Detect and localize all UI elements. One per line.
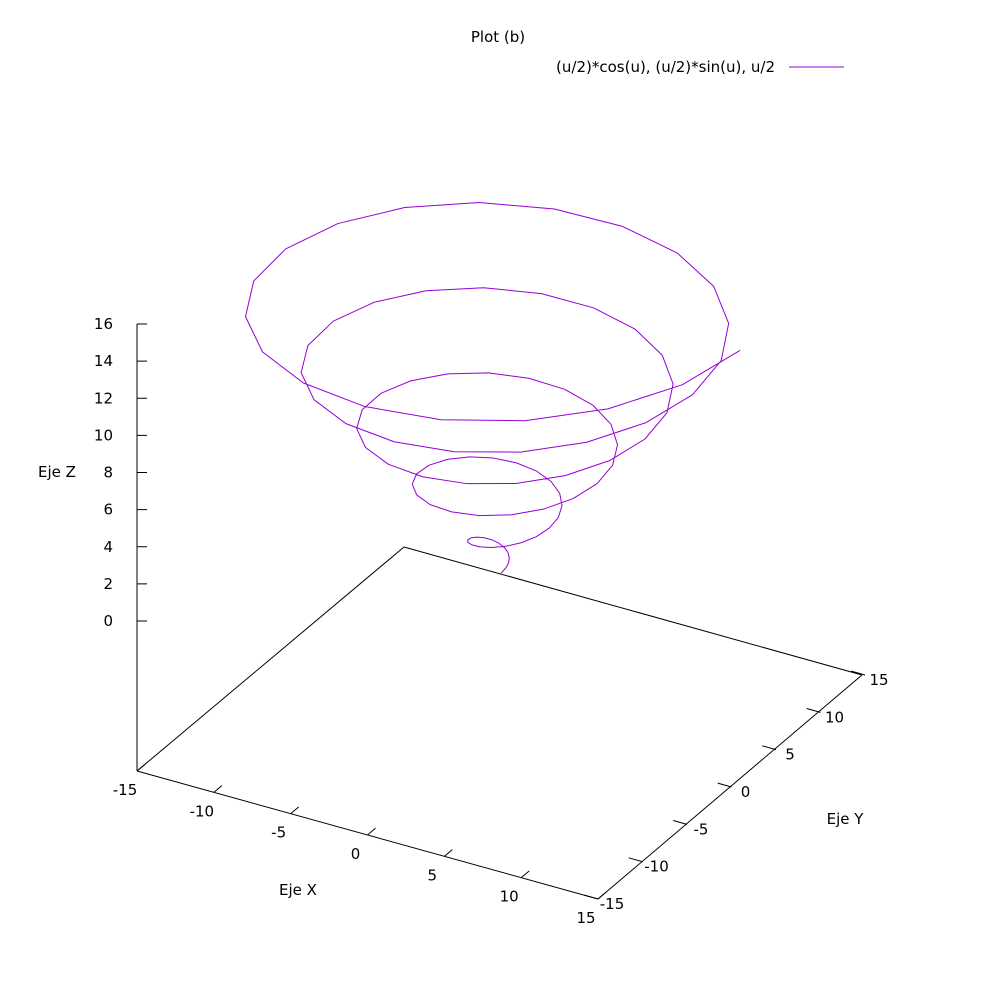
x-axis-line-back [403,546,863,676]
x-tick-mark [290,806,299,815]
x-tick-mark [520,870,530,879]
z-tick-label: 8 [103,464,113,482]
legend: (u/2)*cos(u), (u/2)*sin(u), u/2 [556,58,844,76]
z-tick-label: 14 [94,352,113,370]
axes [136,324,863,900]
y-tick-label: 5 [785,746,795,764]
chart-title: Plot (b) [471,28,525,46]
z-tick-label: 2 [103,575,113,593]
x-tick-mark [213,785,223,793]
x-tick-label: -15 [113,781,138,799]
y-ticks: -15 -10 -5 0 5 10 15 [584,670,889,913]
z-tick-label: 10 [94,426,113,444]
y-axis-label: Eje Y [827,810,865,828]
y-tick-mark [806,708,821,713]
x-tick-mark [597,891,607,900]
y-axis-line-back [136,546,405,772]
y-tick-label: 15 [869,671,888,689]
z-axis-label: Eje Z [38,463,76,481]
x-tick-label: 10 [500,888,519,906]
y-tick-mark [851,670,866,676]
z-tick-label: 6 [103,501,113,519]
x-axis-label: Eje X [279,881,317,899]
y-tick-label: -10 [644,858,669,876]
y-tick-label: 0 [741,783,751,801]
z-tick-label: 0 [103,612,113,630]
y-tick-label: -15 [600,895,625,913]
legend-label: (u/2)*cos(u), (u/2)*sin(u), u/2 [556,58,775,76]
x-ticks: -15 -10 -5 0 5 10 15 [113,763,607,927]
y-tick-label: -5 [694,820,709,838]
z-tick-label: 4 [103,538,113,556]
x-tick-mark [444,849,453,857]
y-tick-mark [628,857,643,863]
x-tick-mark [136,763,146,772]
x-tick-label: 5 [428,866,438,884]
y-tick-label: 10 [825,708,844,726]
y-tick-mark [717,782,732,788]
y-tick-mark [762,745,777,751]
z-tick-label: 12 [94,389,113,407]
z-ticks: 0 2 4 6 8 10 12 14 16 [94,315,147,630]
x-tick-label: 15 [576,909,595,927]
series-spiral-curve [245,202,741,574]
x-tick-label: 0 [351,845,361,863]
x-tick-label: -10 [190,802,215,820]
x-tick-mark [367,827,376,836]
z-tick-label: 16 [94,315,113,333]
y-tick-mark [673,820,688,825]
x-tick-label: -5 [271,824,286,842]
y-tick-mark [584,894,599,900]
